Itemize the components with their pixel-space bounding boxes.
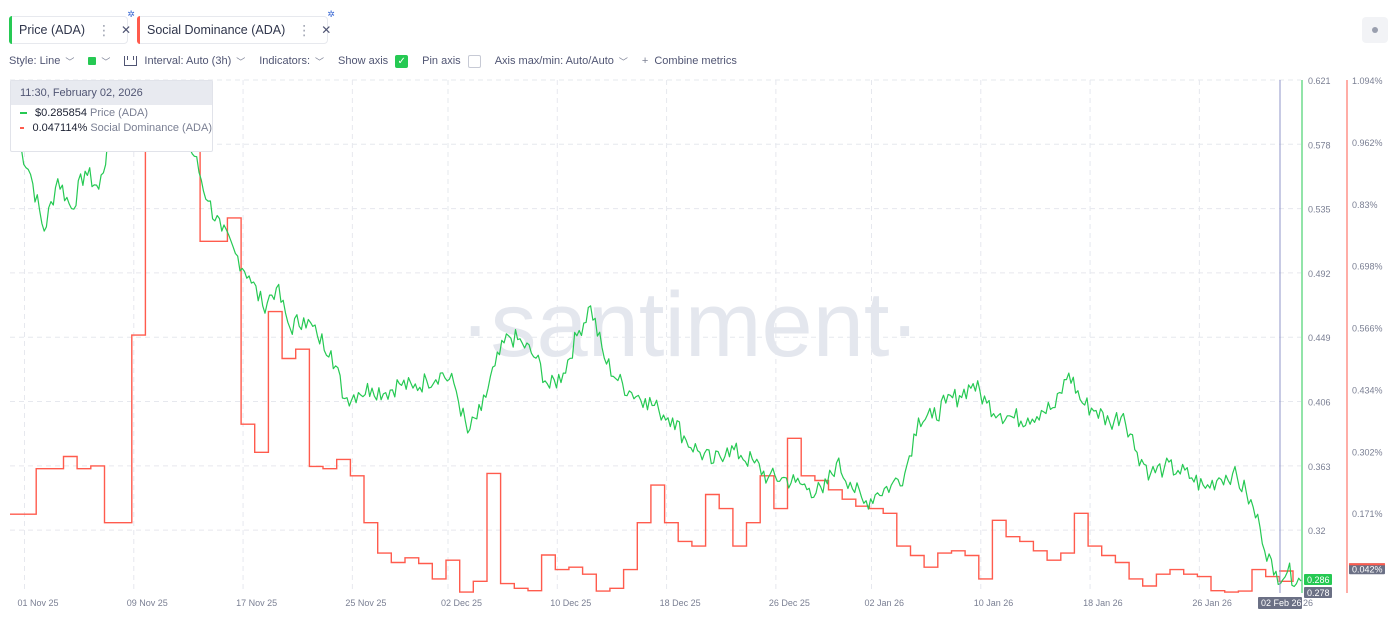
metric-tab-price[interactable]: Price (ADA) ⋮ ✕ ✲ bbox=[9, 9, 136, 44]
crosshair-date-badge bbox=[1258, 597, 1302, 609]
axis-layer: 0.621 0.578 0.535 0.492 0.449 0.406 0.363 0.32 1… bbox=[17, 76, 1385, 609]
x-axis-tick-label: 26 Dec 25 bbox=[769, 598, 810, 608]
x-axis-tick-label: 02 Dec 25 bbox=[441, 598, 482, 608]
social-dominance-axis-tick-label: 0.302% bbox=[1352, 447, 1383, 457]
price-axis-tick-label: 0.535 bbox=[1308, 205, 1331, 215]
pin-axis-toggle[interactable]: Pin axis bbox=[422, 54, 481, 68]
price-axis-tick-label: 0.32 bbox=[1308, 526, 1326, 536]
interval-label: Interval: Auto (3h) bbox=[144, 55, 232, 67]
price-last-value-label: 0.286 bbox=[1307, 575, 1330, 585]
tooltip-date: 11:30, February 02, 2026 bbox=[11, 81, 212, 105]
checkmark-icon[interactable]: ✓ bbox=[395, 54, 409, 68]
price-series-line[interactable] bbox=[16, 107, 1302, 588]
social-dominance-axis-tick-label: 0.434% bbox=[1352, 385, 1383, 395]
social-dominance-axis-tick-label: 0.566% bbox=[1352, 324, 1383, 334]
x-axis-tick-label: 18 Jan 26 bbox=[1083, 598, 1123, 608]
x-axis-tick-label: 26 Jan 26 bbox=[1192, 598, 1232, 608]
tooltip-row-price: $0.285854 Price (ADA) bbox=[11, 105, 212, 120]
chevron-down-icon: ﹀ bbox=[236, 56, 246, 67]
social-dominance-last-value-badge bbox=[1349, 563, 1385, 575]
crosshair-date-label: 02 Feb 26 bbox=[1261, 598, 1302, 608]
social-dominance-axis-tick-label: 0.171% bbox=[1352, 509, 1383, 519]
combine-metrics-label: Combine metrics bbox=[654, 55, 737, 67]
axis-maxmin-dropdown[interactable]: Axis max/min: Auto/Auto ﹀ bbox=[495, 55, 628, 68]
style-dropdown[interactable]: Style: Line ﹀ bbox=[9, 55, 74, 68]
tooltip-sd-value: 0.047114% bbox=[32, 121, 88, 134]
tooltip-price-value: $0.285854 bbox=[35, 106, 87, 119]
social-dominance-axis-tick-label: 0.962% bbox=[1352, 138, 1383, 148]
santiment-watermark: ·santiment· bbox=[460, 274, 920, 376]
pin-axis-label: Pin axis bbox=[422, 55, 461, 67]
price-axis-tick-label: 0.578 bbox=[1308, 140, 1331, 150]
social-dominance-axis-tick-label: 1.094% bbox=[1352, 76, 1383, 86]
price-color-swatch bbox=[9, 16, 12, 44]
x-axis-tick-label-partial: 26 bbox=[1303, 598, 1313, 608]
price-axis-tick-label: 0.406 bbox=[1308, 398, 1331, 408]
social-dominance-color-swatch bbox=[137, 16, 140, 44]
x-axis-tick-label: 10 Jan 26 bbox=[974, 598, 1014, 608]
style-label: Style: Line bbox=[9, 55, 61, 67]
indicators-label: Indicators: bbox=[259, 55, 310, 67]
interval-dropdown[interactable]: Interval: Auto (3h) ﹀ bbox=[124, 55, 245, 68]
crosshair-tooltip: 11:30, February 02, 2026 $0.285854 Price… bbox=[10, 80, 213, 152]
series-layer bbox=[10, 99, 1302, 593]
record-dot-icon bbox=[1372, 27, 1378, 33]
price-crosshair-value-badge bbox=[1304, 587, 1332, 598]
social-dominance-series-line[interactable] bbox=[10, 99, 1294, 593]
price-crosshair-value-label: 0.278 bbox=[1307, 588, 1330, 598]
more-options-icon[interactable]: ⋮ bbox=[96, 21, 111, 38]
settings-gear-icon[interactable]: ✲ bbox=[126, 9, 136, 19]
x-axis-tick-label: 02 Jan 26 bbox=[864, 598, 904, 608]
price-axis-tick-label: 0.363 bbox=[1308, 462, 1331, 472]
metric-tab-label: Price (ADA) bbox=[19, 23, 85, 37]
chevron-down-icon: ﹀ bbox=[65, 56, 75, 67]
price-axis-tick-label: 0.621 bbox=[1308, 76, 1331, 86]
settings-gear-icon[interactable]: ✲ bbox=[326, 9, 336, 19]
tooltip-sd-name: Social Dominance (ADA) bbox=[90, 121, 212, 134]
x-axis-tick-label: 25 Nov 25 bbox=[345, 598, 386, 608]
sd-legend-marker bbox=[20, 126, 25, 129]
show-axis-label: Show axis bbox=[338, 55, 389, 67]
color-square-icon bbox=[88, 57, 97, 65]
chart-toolbar: Style: Line ﹀ ﹀ Interval: Auto (3h) ﹀ In… bbox=[9, 53, 751, 69]
ruler-icon bbox=[124, 56, 138, 66]
axis-maxmin-label: Axis max/min: Auto/Auto bbox=[494, 55, 614, 67]
tooltip-price-name: Price (ADA) bbox=[90, 106, 149, 119]
price-legend-marker bbox=[20, 111, 27, 114]
chevron-down-icon: ﹀ bbox=[315, 56, 325, 67]
price-axis-tick-label: 0.449 bbox=[1308, 333, 1331, 343]
chevron-down-icon: ﹀ bbox=[618, 56, 628, 67]
metric-tab-label: Social Dominance (ADA) bbox=[147, 23, 286, 37]
tooltip-row-social-dominance: 0.047114% Social Dominance (ADA) bbox=[11, 120, 212, 135]
close-icon[interactable]: ✕ bbox=[321, 23, 332, 37]
indicators-dropdown[interactable]: Indicators: ﹀ bbox=[259, 55, 324, 68]
x-axis-tick-label: 01 Nov 25 bbox=[17, 598, 58, 608]
social-dominance-axis-tick-label: 0.698% bbox=[1352, 262, 1383, 272]
social-dominance-last-value-label: 0.042% bbox=[1352, 564, 1383, 574]
combine-metrics-button[interactable]: + Combine metrics bbox=[642, 55, 737, 67]
x-axis-tick-label: 09 Nov 25 bbox=[127, 598, 168, 608]
price-axis-tick-label: 0.492 bbox=[1308, 269, 1331, 279]
color-dropdown[interactable]: ﹀ bbox=[88, 55, 110, 68]
x-axis-tick-label: 10 Dec 25 bbox=[550, 598, 591, 608]
close-icon[interactable]: ✕ bbox=[120, 23, 132, 37]
pin-axis-checkbox[interactable] bbox=[467, 54, 481, 68]
chevron-down-icon: ﹀ bbox=[101, 56, 111, 67]
x-axis-tick-label: 17 Nov 25 bbox=[236, 598, 277, 608]
metric-tab-social-dominance[interactable]: Social Dominance (ADA) ⋮ ✕ ✲ bbox=[137, 9, 336, 44]
show-axis-toggle[interactable]: Show axis ✓ bbox=[338, 54, 409, 68]
plus-icon: + bbox=[641, 55, 649, 67]
social-dominance-axis-tick-label: 0.83% bbox=[1352, 200, 1378, 210]
more-options-icon[interactable]: ⋮ bbox=[297, 21, 312, 38]
price-last-value-badge bbox=[1304, 574, 1332, 586]
record-button[interactable] bbox=[1362, 17, 1388, 43]
x-axis-tick-label: 18 Dec 25 bbox=[660, 598, 701, 608]
